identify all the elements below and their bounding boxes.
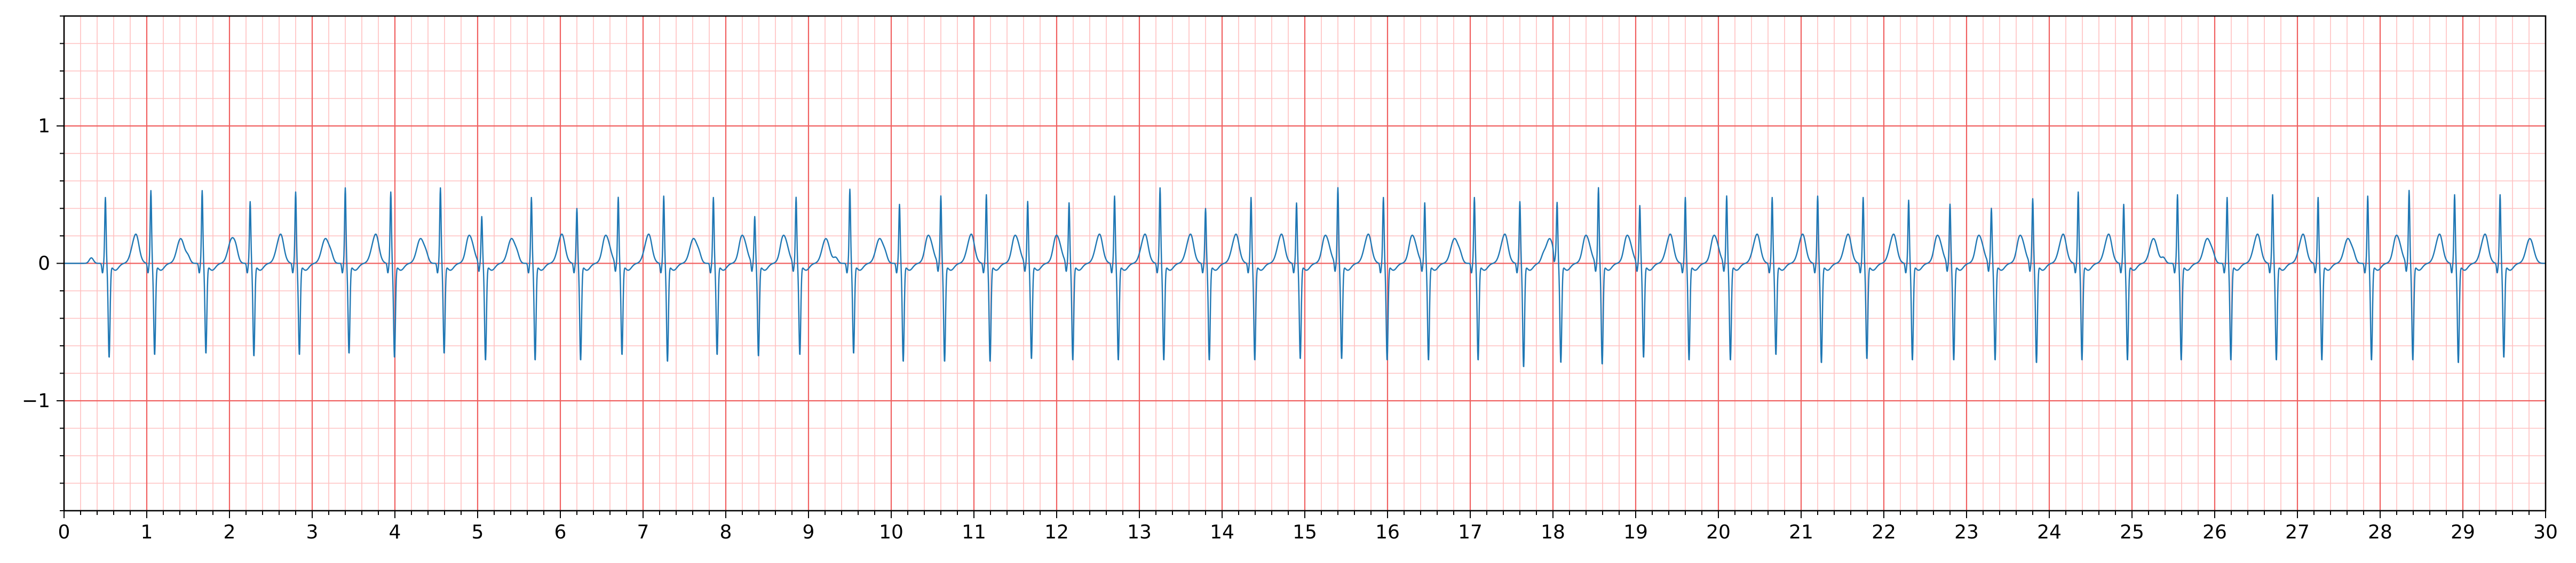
ecg-trace-line [64, 187, 2546, 368]
axis-ticks [57, 15, 2546, 518]
x-tick-label: 17 [1458, 521, 1483, 543]
x-tick-label: 2 [224, 521, 236, 543]
x-tick-label: 3 [306, 521, 319, 543]
x-tick-label: 24 [2037, 521, 2062, 543]
x-tick-label: 22 [1872, 521, 1896, 543]
x-tick-label: 16 [1375, 521, 1400, 543]
axis-tick-labels: 0 1 2 3 4 5 6 7 8 9 10 11 12 13 14 15 16 17 18 19 20 21 22 23 24… [22, 115, 2558, 543]
x-tick-label: 29 [2451, 521, 2475, 543]
x-tick-label: 14 [1210, 521, 1234, 543]
major-grid [63, 16, 2547, 511]
x-tick-label: 13 [1127, 521, 1152, 543]
x-tick-label: 25 [2120, 521, 2144, 543]
x-tick-label: 1 [141, 521, 153, 543]
x-tick-label: 27 [2285, 521, 2310, 543]
x-tick-label: 23 [1954, 521, 1979, 543]
y-tick-label: −1 [22, 390, 50, 412]
x-tick-label: 9 [803, 521, 815, 543]
x-tick-label: 15 [1293, 521, 1317, 543]
x-tick-label: 6 [554, 521, 567, 543]
x-tick-label: 18 [1541, 521, 1565, 543]
x-tick-label: 19 [1623, 521, 1648, 543]
x-tick-label: 8 [720, 521, 732, 543]
x-tick-label: 11 [962, 521, 986, 543]
x-tick-label: 5 [472, 521, 484, 543]
y-tick-label: 0 [38, 253, 50, 275]
x-tick-label: 20 [1706, 521, 1731, 543]
x-tick-label: 10 [879, 521, 903, 543]
x-tick-label: 21 [1789, 521, 1813, 543]
y-tick-label: 1 [38, 115, 50, 137]
x-tick-label: 12 [1044, 521, 1069, 543]
x-tick-label: 4 [389, 521, 401, 543]
x-tick-label: 0 [58, 521, 70, 543]
x-tick-label: 7 [637, 521, 649, 543]
x-tick-label: 26 [2202, 521, 2227, 543]
x-tick-label: 28 [2368, 521, 2392, 543]
x-tick-label: 30 [2533, 521, 2558, 543]
